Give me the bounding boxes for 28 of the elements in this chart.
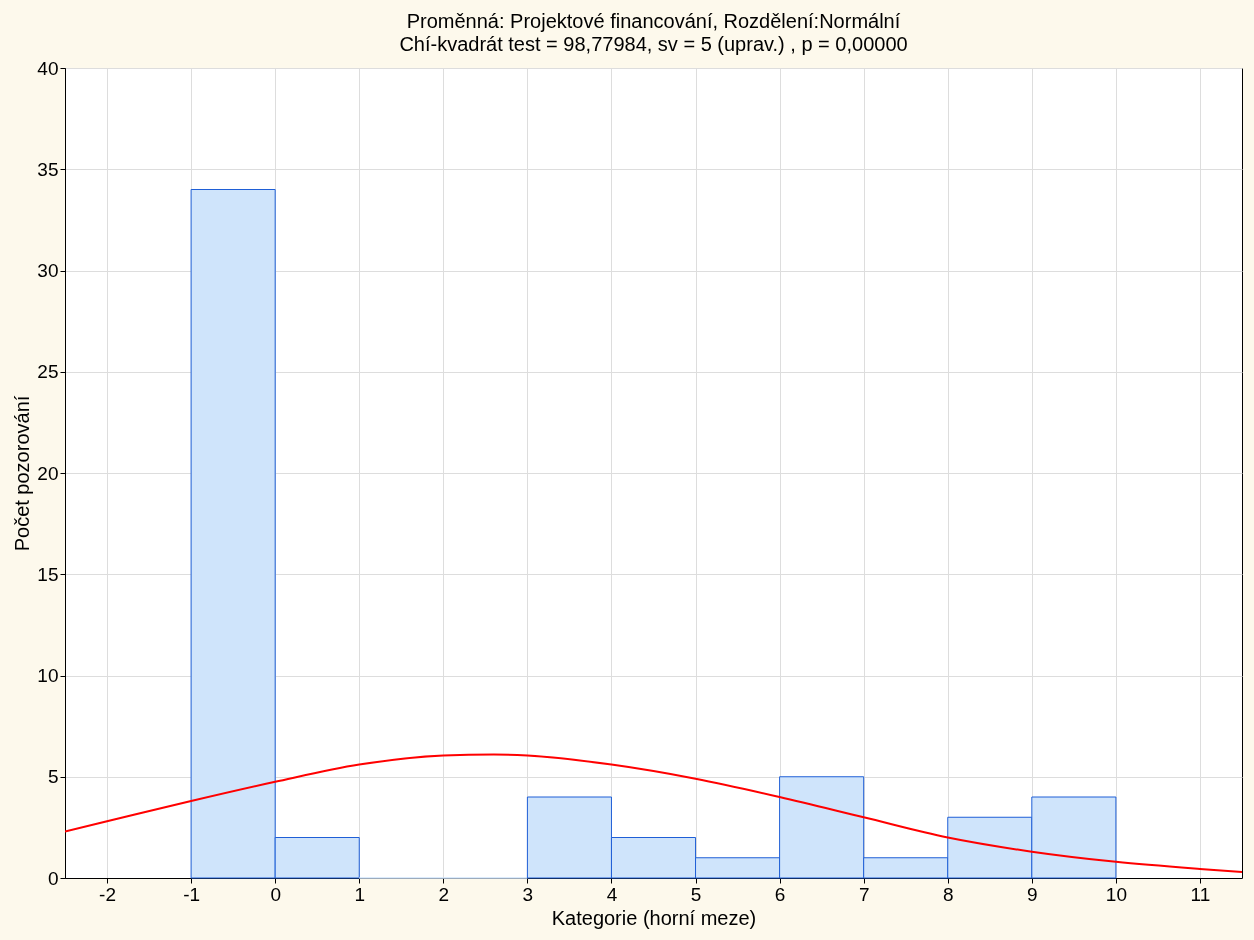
x-tick-label: 7 — [858, 883, 870, 905]
y-tick-label: 15 — [37, 563, 59, 585]
line-series — [65, 753, 1242, 873]
x-tick-label: 2 — [438, 883, 450, 905]
x-axis-title: Kategorie (horní meze) — [551, 906, 757, 929]
y-tick-label: 0 — [47, 867, 59, 889]
x-tick-label: 4 — [606, 883, 618, 905]
x-tick-label: -2 — [99, 883, 116, 905]
x-tick-label: 10 — [1105, 883, 1127, 905]
x-tick-label: 6 — [774, 883, 786, 905]
y-tick-label: 40 — [37, 57, 59, 79]
y-tick-label: 5 — [47, 766, 59, 788]
y-tick-label: 20 — [37, 462, 59, 484]
x-tick-label: 9 — [1027, 883, 1038, 905]
chart-title: Proměnná: Projektové financování, Rozdělení:Normální — [406, 10, 901, 32]
y-tick-label: 30 — [37, 260, 59, 281]
x-tick-label: 1 — [354, 883, 366, 905]
y-axis-title: Počet pozorování — [11, 395, 34, 552]
x-tick-label: 11 — [1190, 883, 1211, 905]
chart-subtitle: Chí-kvadrát test = 98,77984, sv = 5 (uprav.) , p = 0,00000 — [399, 33, 908, 55]
x-tick-label: -1 — [183, 883, 201, 905]
y-tick-label: 25 — [37, 361, 59, 383]
x-tick-label: 0 — [270, 883, 281, 905]
x-tick-label: 5 — [690, 883, 702, 905]
y-tick-label: 35 — [37, 158, 59, 180]
x-tick-label: 3 — [522, 883, 534, 905]
x-tick-label: 8 — [942, 883, 954, 905]
y-tick-label: 10 — [37, 665, 59, 686]
